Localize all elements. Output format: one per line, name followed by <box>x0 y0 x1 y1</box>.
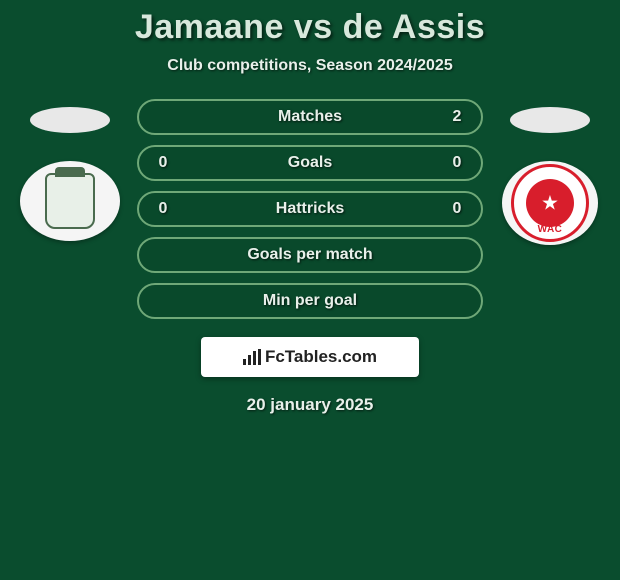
wac-abbr-label: WAC <box>538 224 563 235</box>
left-player-column <box>15 99 125 241</box>
stat-row-min-per-goal: Min per goal <box>137 283 483 319</box>
stats-list: Matches 2 0 Goals 0 0 Hattricks 0 Goals … <box>137 99 483 319</box>
branding-badge[interactable]: FcTables.com <box>201 337 419 377</box>
stat-row-matches: Matches 2 <box>137 99 483 135</box>
stat-right-value: 0 <box>451 154 463 172</box>
branding-label: FcTables.com <box>265 347 377 367</box>
content-row: Matches 2 0 Goals 0 0 Hattricks 0 Goals … <box>0 99 620 319</box>
season-subtitle: Club competitions, Season 2024/2025 <box>0 57 620 75</box>
stat-label: Goals per match <box>247 246 372 264</box>
stat-label: Goals <box>288 154 332 172</box>
page-title: Jamaane vs de Assis <box>0 8 620 47</box>
left-club-crest-icon <box>45 173 95 229</box>
wac-inner-circle-icon: ★ <box>526 179 574 227</box>
wac-badge-icon: ★ WAC <box>511 164 589 242</box>
right-player-column: ★ WAC <box>495 99 605 245</box>
date-label: 20 january 2025 <box>0 395 620 415</box>
stat-row-goals-per-match: Goals per match <box>137 237 483 273</box>
bar-chart-icon <box>243 349 261 365</box>
stat-row-hattricks: 0 Hattricks 0 <box>137 191 483 227</box>
stat-right-value: 2 <box>451 108 463 126</box>
stat-label: Hattricks <box>276 200 344 218</box>
comparison-card: Jamaane vs de Assis Club competitions, S… <box>0 0 620 415</box>
left-player-avatar-placeholder <box>30 107 110 133</box>
stat-right-value: 0 <box>451 200 463 218</box>
stat-left-value: 0 <box>157 154 169 172</box>
stat-label: Matches <box>278 108 342 126</box>
stat-label: Min per goal <box>263 292 357 310</box>
left-club-badge <box>20 161 120 241</box>
star-icon: ★ <box>541 191 559 216</box>
right-player-avatar-placeholder <box>510 107 590 133</box>
stat-left-value: 0 <box>157 200 169 218</box>
stat-row-goals: 0 Goals 0 <box>137 145 483 181</box>
right-club-badge: ★ WAC <box>502 161 598 245</box>
